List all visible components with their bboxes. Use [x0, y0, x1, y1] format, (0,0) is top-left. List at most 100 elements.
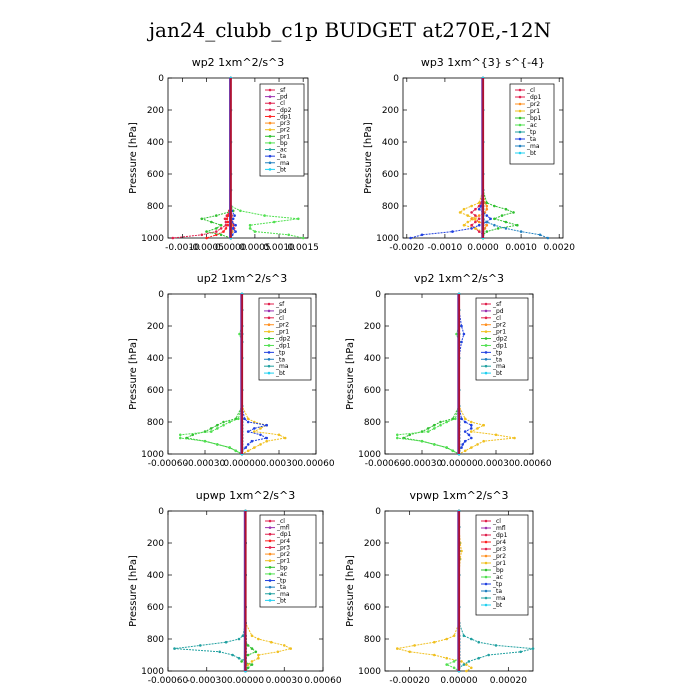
data-point — [531, 647, 535, 650]
data-point — [470, 217, 473, 221]
data-point — [250, 663, 254, 666]
data-point — [233, 214, 236, 217]
legend-marker — [267, 309, 271, 313]
legend-marker — [268, 546, 272, 549]
legend-label: _dp2 — [276, 107, 292, 114]
legend-label: _cl — [492, 315, 501, 322]
data-point — [215, 214, 218, 217]
y-tick-label: 400 — [147, 571, 164, 581]
data-point — [494, 433, 498, 437]
legend-marker — [484, 603, 488, 607]
y-tick-label: 1000 — [141, 234, 164, 244]
data-point — [477, 223, 481, 227]
legend-label: _pr1 — [276, 558, 290, 565]
data-point — [408, 650, 412, 654]
data-point — [485, 207, 489, 211]
data-point — [224, 220, 228, 224]
data-point — [516, 223, 519, 227]
data-point — [504, 227, 508, 230]
data-point — [467, 660, 471, 663]
y-tick-label: 600 — [364, 603, 381, 613]
y-tick-label: 400 — [364, 354, 381, 364]
legend-marker — [484, 547, 488, 551]
data-point — [203, 439, 207, 443]
data-point — [276, 650, 280, 654]
legend-label: _ac — [276, 571, 287, 578]
legend-marker — [267, 337, 271, 340]
legend-marker — [484, 526, 488, 530]
y-axis-label: Pressure [hPa] — [363, 122, 374, 194]
legend-marker — [518, 123, 522, 127]
legend-label: _pr1 — [492, 329, 506, 336]
data-point — [477, 214, 481, 217]
legend-label: _mfl — [492, 525, 506, 532]
y-tick-label: 800 — [382, 202, 399, 212]
y-tick-label: 200 — [147, 106, 164, 116]
data-point — [257, 653, 260, 657]
data-point — [173, 647, 176, 650]
data-point — [538, 233, 542, 237]
legend-marker — [267, 316, 271, 320]
data-point — [224, 640, 228, 644]
plot-frame — [167, 77, 309, 239]
data-point — [426, 427, 430, 430]
legend-marker — [484, 554, 488, 558]
legend-label: _ma — [276, 160, 290, 167]
legend-marker — [267, 351, 271, 354]
legend-marker — [268, 599, 272, 602]
data-point — [246, 420, 250, 424]
legend-marker — [267, 344, 271, 347]
data-point — [460, 446, 463, 449]
legend-label: _pr1 — [492, 560, 506, 567]
data-point — [445, 656, 449, 660]
legend-label: _pr3 — [492, 546, 506, 553]
data-point — [226, 220, 230, 224]
data-point — [460, 324, 463, 328]
data-point — [209, 430, 213, 433]
data-point — [470, 637, 473, 641]
data-point — [445, 637, 449, 641]
legend-marker — [484, 371, 488, 375]
data-point — [283, 644, 286, 647]
data-point — [396, 436, 399, 440]
legend-label: _pr3 — [276, 120, 290, 127]
data-point — [396, 433, 399, 437]
data-point — [470, 211, 473, 214]
data-point — [396, 647, 399, 650]
data-point — [231, 653, 234, 657]
legend-marker — [484, 323, 488, 327]
x-tick-label: -0.00030 — [187, 676, 228, 686]
x-tick-label: 0.00060 — [304, 676, 341, 686]
legend-label: _cl — [275, 315, 284, 322]
series-line — [410, 78, 492, 239]
legend-label: _bt — [276, 166, 287, 173]
legend-marker — [518, 137, 522, 141]
legend-marker — [484, 330, 488, 333]
data-point — [241, 634, 245, 638]
data-point — [452, 666, 456, 670]
legend-marker — [484, 568, 488, 572]
y-tick-label: 200 — [382, 106, 399, 116]
legend-marker — [267, 371, 271, 375]
data-point — [462, 663, 466, 666]
data-point — [234, 449, 238, 453]
data-point — [470, 423, 473, 427]
y-tick-label: 1000 — [358, 450, 381, 460]
data-point — [210, 220, 213, 224]
data-point — [474, 207, 477, 211]
data-point — [482, 423, 486, 427]
data-point — [454, 417, 457, 421]
legend-label: _dp1 — [526, 94, 542, 101]
data-point — [460, 660, 463, 663]
data-point — [474, 220, 477, 224]
x-tick-label: -0.0010 — [428, 243, 463, 253]
data-point — [470, 427, 473, 430]
legend-label: _ma — [492, 363, 506, 370]
data-point — [452, 660, 456, 663]
data-point — [219, 223, 223, 227]
data-point — [250, 439, 254, 443]
y-tick-label: 800 — [364, 418, 381, 428]
data-point — [465, 663, 468, 666]
data-point — [231, 227, 234, 230]
data-point — [485, 204, 489, 208]
